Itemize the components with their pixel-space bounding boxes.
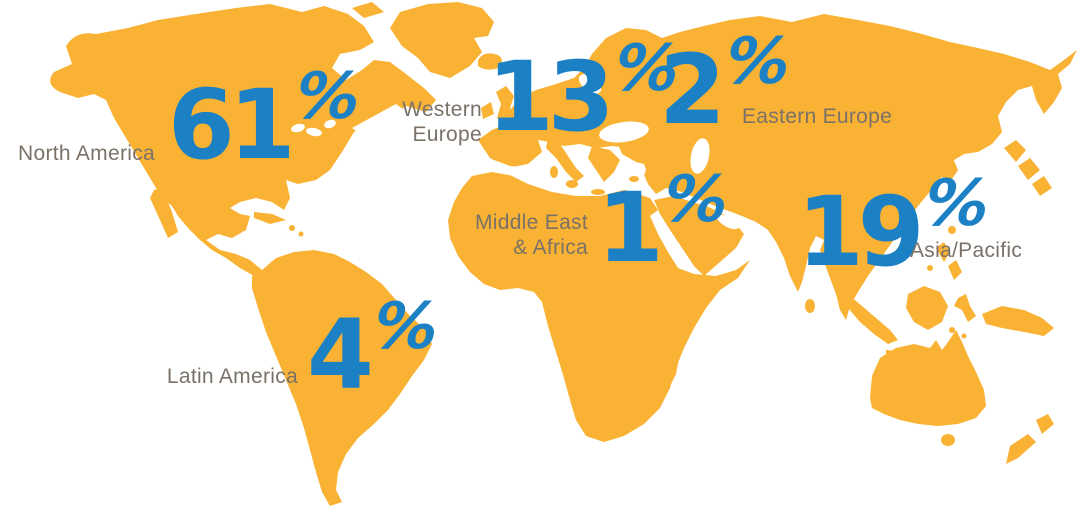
region-value-western-europe: 13% (487, 32, 683, 157)
region-label-western-europe: Western Europe (402, 98, 482, 147)
moluccas-island (949, 327, 955, 333)
sea-persian-gulf (717, 214, 739, 230)
philippine-island (927, 265, 933, 271)
arctic-island (338, 18, 346, 26)
landmass-balkans-greece (588, 146, 620, 182)
landmass-sulawesi (954, 294, 976, 322)
landmass-sardinia (550, 166, 558, 178)
landmass-japan (1018, 158, 1040, 180)
region-value-number: 4 (307, 299, 374, 411)
arctic-island (352, 2, 384, 18)
percent-sign: % (369, 290, 442, 364)
caribbean-island (289, 225, 295, 231)
landmass-anatolia (618, 142, 688, 168)
percent-sign: % (659, 163, 732, 237)
lake-great-lakes (306, 127, 322, 137)
landmass-italy (546, 138, 584, 182)
sea-black-sea (599, 121, 649, 143)
landmass-ireland (481, 102, 494, 119)
region-value-latin-america: 4% (307, 290, 442, 415)
region-label-north-america: North America (18, 142, 155, 165)
sea-st-lawrence (352, 104, 404, 134)
landmass-north-america (50, 4, 437, 276)
landmass-sumatra (848, 296, 898, 344)
region-label-latin-america: Latin America (166, 365, 298, 388)
lake-great-lakes (291, 123, 305, 133)
region-label-eastern-europe: Eastern Europe (742, 105, 893, 128)
percent-sign: % (721, 25, 794, 99)
sea-caspian (690, 138, 710, 174)
moluccas-island (961, 333, 967, 339)
region-label-asia-pacific: Asia/Pacific (910, 239, 1023, 262)
region-value-middle-east-africa: 1% (597, 163, 732, 288)
landmass-eurasia (478, 14, 1077, 320)
region-value-number: 13 (487, 41, 615, 153)
landmass-baja-california (150, 188, 178, 238)
landmass-cuba-caribbean (254, 212, 286, 224)
sea-baltic (578, 74, 602, 94)
landmass-australia (870, 330, 986, 426)
landmass-sri-lanka (805, 299, 815, 313)
landmass-crete (591, 189, 605, 195)
landmass-sicily (566, 180, 578, 188)
percent-sign: % (291, 60, 364, 134)
landmass-philippines (948, 260, 962, 280)
landmass-tasmania (941, 434, 955, 446)
landmass-new-zealand-north (1036, 414, 1054, 434)
region-value-north-america: 61% (168, 60, 364, 185)
landmass-japan (1004, 140, 1026, 162)
landmass-new-guinea (982, 306, 1054, 336)
caribbean-island (298, 231, 304, 237)
mediterranean-peninsulas (546, 138, 688, 195)
landmass-cyprus (629, 176, 639, 182)
landmass-south-america (252, 250, 432, 506)
landmasses (50, 2, 1077, 506)
region-value-eastern-europe: 2% (659, 25, 794, 150)
region-value-number: 2 (659, 34, 726, 146)
region-label-middle-east-africa: Middle East & Africa (474, 211, 588, 260)
landmass-borneo (906, 286, 948, 330)
region-value-number: 19 (797, 176, 925, 288)
landmass-africa (448, 170, 750, 442)
region-value-number: 1 (597, 172, 664, 284)
region-value-asia-pacific: 19% (797, 167, 993, 292)
landmass-japan (1032, 176, 1052, 196)
landmass-greenland (390, 2, 494, 78)
landmass-korea (940, 156, 958, 182)
landmass-iceland (478, 53, 502, 70)
landmass-madagascar (652, 344, 680, 400)
landmass-new-zealand-south (1006, 434, 1036, 464)
landmass-philippines (936, 242, 950, 262)
region-value-number: 61 (168, 69, 296, 181)
lake-great-lakes (324, 119, 336, 129)
landmass-hainan (902, 248, 910, 256)
landmass-taiwan (948, 226, 956, 234)
